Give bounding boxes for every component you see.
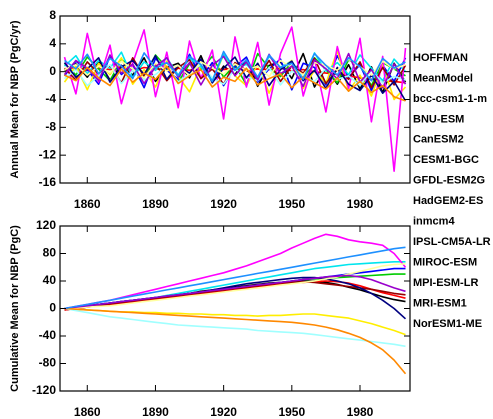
y-axis-label: Annual Mean for NBP (PgC/yr): [9, 20, 21, 178]
legend-entry: MPI-ESM-LR: [413, 277, 478, 289]
series-line: [64, 246, 406, 310]
y-tick-label: 0: [49, 64, 56, 78]
x-tick-label: 1950: [278, 197, 305, 211]
legend-entry: CanESM2: [413, 134, 464, 146]
series-line: [64, 233, 407, 310]
x-tick-label: 1890: [142, 405, 169, 419]
series-line: [64, 307, 407, 375]
x-tick-label: 1920: [210, 197, 237, 211]
y-tick-label: -120: [32, 383, 56, 397]
x-tick-label: 1860: [74, 405, 101, 419]
x-tick-label: 1950: [278, 405, 305, 419]
legend-entry: GFDL-ESM2G: [413, 175, 485, 187]
series-line: [64, 50, 406, 83]
y-tick-label: -8: [45, 120, 56, 134]
y-tick-label: -4: [45, 92, 56, 106]
legend-entry: MeanModel: [413, 72, 473, 84]
legend-entry: inmcm4: [413, 216, 455, 228]
series-line: [64, 263, 406, 310]
legend-entry: bcc-csm1-1-m: [413, 93, 487, 105]
y-tick-label: 4: [49, 36, 56, 50]
series-line: [63, 53, 407, 92]
y-tick-label: 40: [43, 273, 57, 287]
y-tick-label: -12: [39, 147, 57, 161]
x-tick-label: 1980: [347, 405, 374, 419]
y-tick-label: 8: [49, 8, 56, 22]
legend-entry: MIROC-ESM: [413, 257, 477, 269]
y-tick-label: -16: [39, 175, 57, 189]
y-axis-label: Cumulative Mean for NBP (PgC): [9, 225, 21, 392]
legend-entry: IPSL-CM5A-LR: [413, 236, 491, 248]
legend-entry: NorESM1-ME: [413, 318, 482, 330]
y-tick-label: -40: [39, 328, 57, 342]
y-tick-label: 80: [43, 246, 57, 260]
x-tick-label: 1890: [142, 197, 169, 211]
y-tick-label: 0: [49, 301, 56, 315]
legend-entry: BNU-ESM: [413, 113, 464, 125]
legend-entry: HOFFMAN: [413, 52, 468, 64]
legend-entry: MRI-ESM1: [413, 297, 467, 309]
y-tick-label: -80: [39, 356, 57, 370]
series-line: [64, 307, 406, 336]
plot-frame: [59, 225, 411, 392]
x-tick-label: 1920: [210, 405, 237, 419]
y-tick-label: 120: [36, 218, 56, 232]
series-line: [63, 52, 407, 89]
series-line: [64, 307, 406, 348]
x-tick-label: 1860: [74, 197, 101, 211]
x-tick-label: 1980: [347, 197, 374, 211]
series-line: [64, 65, 406, 102]
legend-entry: HadGEM2-ES: [413, 195, 483, 207]
legend-entry: CESM1-BGC: [413, 154, 479, 166]
series-line: [64, 274, 406, 310]
series-line: [63, 26, 407, 172]
